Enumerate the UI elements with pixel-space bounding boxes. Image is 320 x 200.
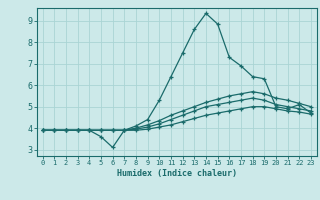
X-axis label: Humidex (Indice chaleur): Humidex (Indice chaleur) xyxy=(117,169,237,178)
